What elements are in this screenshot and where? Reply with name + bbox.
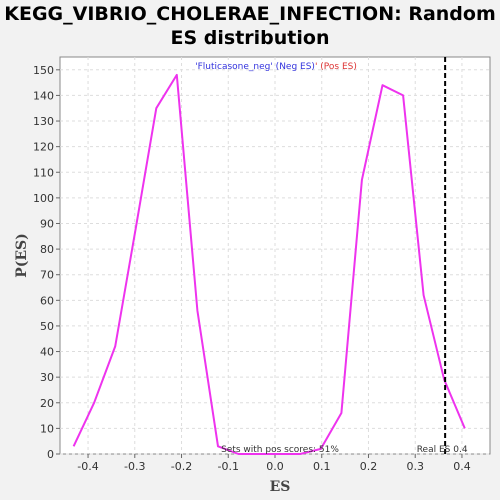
x-tick-label: 0.0 [266, 460, 284, 473]
x-tick-label: -0.1 [218, 460, 239, 473]
y-tick-label: 110 [33, 166, 54, 179]
y-axis-label: P(ES) [14, 233, 30, 278]
chart-title-line2: ES distribution [170, 27, 330, 49]
x-tick-label: -0.4 [77, 460, 98, 473]
x-tick-label: -0.2 [171, 460, 192, 473]
y-tick-label: 50 [40, 320, 54, 333]
y-tick-label: 140 [33, 89, 54, 102]
y-tick-label: 130 [33, 115, 54, 128]
legend-pos-entry: ' (Pos ES) [315, 62, 357, 72]
legend: 'Fluticasone_neg' (Neg ES)' (Pos ES) [195, 62, 357, 72]
y-tick-label: 100 [33, 192, 54, 205]
y-tick-label: 70 [40, 269, 54, 282]
y-tick-label: 10 [40, 422, 54, 435]
es-distribution-line [72, 73, 466, 455]
y-tick-label: 150 [33, 64, 54, 77]
chart-title-line1: KEGG_VIBRIO_CHOLERAE_INFECTION: Random [4, 3, 496, 25]
x-tick-label: 0.3 [406, 460, 424, 473]
series-group [72, 73, 466, 455]
y-tick-label: 40 [40, 346, 54, 359]
y-tick-label: 80 [40, 243, 54, 256]
y-tick-label: 60 [40, 294, 54, 307]
x-tick-label: 0.2 [360, 460, 378, 473]
x-tick-label: 0.1 [313, 460, 331, 473]
y-tick-label: 20 [40, 397, 54, 410]
y-tick-label: 120 [33, 141, 54, 154]
y-tick-label: 90 [40, 217, 54, 230]
chart-title: KEGG_VIBRIO_CHOLERAE_INFECTION: Random E… [0, 2, 500, 50]
x-axis-ticks: -0.4 -0.3 -0.2 -0.1 0.0 0.1 0.2 0.3 0.4 [77, 454, 471, 473]
x-axis-label: ES [270, 479, 291, 495]
legend-neg-entry: 'Fluticasone_neg' (Neg ES) [195, 62, 315, 72]
y-axis-ticks: 0 10 20 30 40 50 60 70 80 90 100 110 120 130 140 150 [33, 64, 60, 461]
pos-scores-annotation: Sets with pos scores: 51% [221, 445, 339, 455]
y-tick-label: 0 [47, 448, 54, 461]
real-es-annotation: Real ES 0.4 [417, 445, 468, 455]
x-tick-label: 0.4 [453, 460, 471, 473]
x-tick-label: -0.3 [124, 460, 145, 473]
y-tick-label: 30 [40, 371, 54, 384]
